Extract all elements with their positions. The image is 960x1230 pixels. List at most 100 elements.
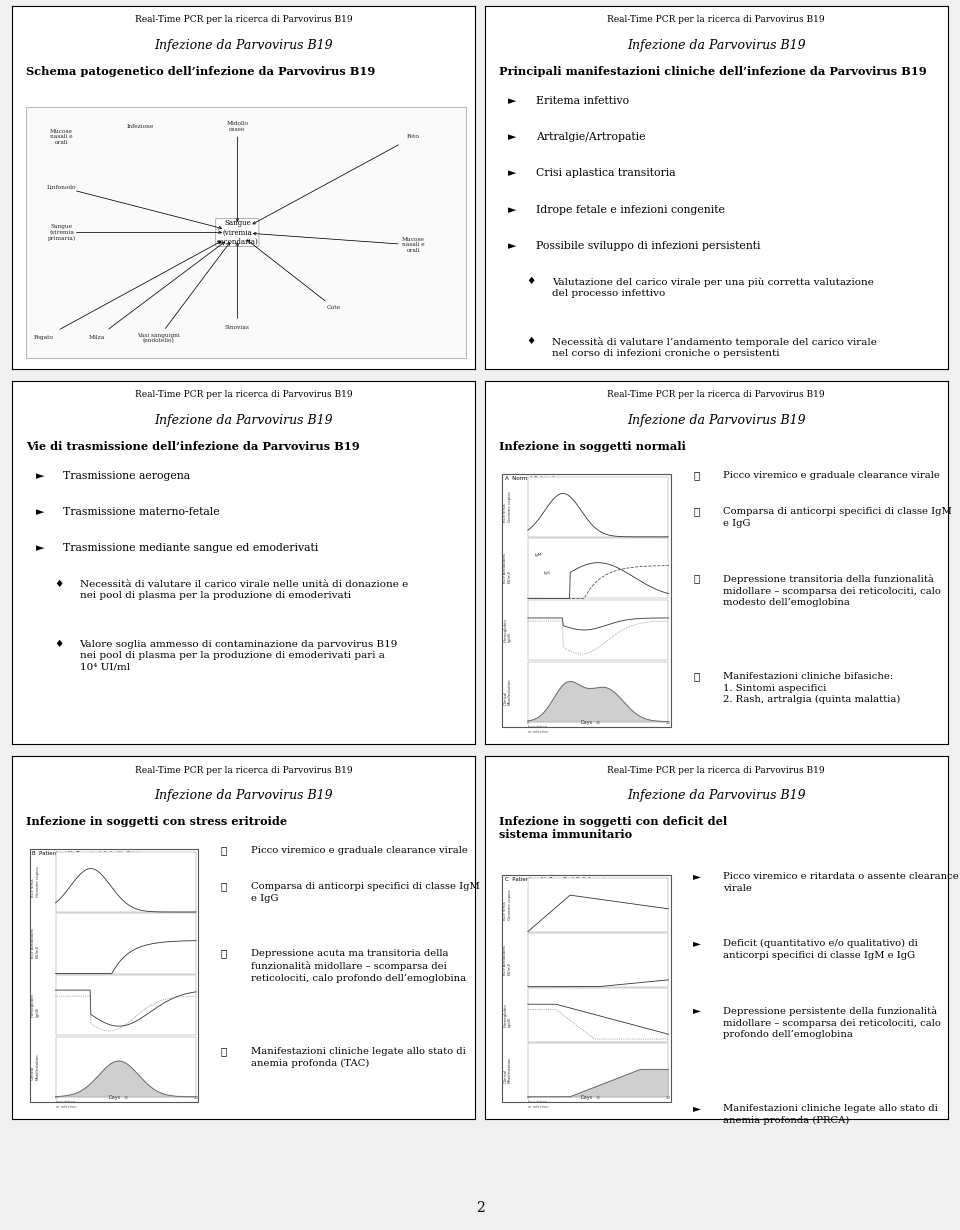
Text: IgM: IgM: [535, 554, 542, 557]
Text: Trasmissione materno-fetale: Trasmissione materno-fetale: [63, 507, 220, 517]
Text: Linfonodo: Linfonodo: [47, 184, 76, 189]
Text: Real-Time PCR per la ricerca di Parvovirus B19: Real-Time PCR per la ricerca di Parvovir…: [608, 390, 825, 400]
Bar: [528, 934, 668, 986]
Text: Mucose
nasali e
orali: Mucose nasali e orali: [401, 236, 424, 253]
Text: Days: Days: [108, 1096, 120, 1101]
Text: Crisi aplastica transitoria: Crisi aplastica transitoria: [536, 169, 675, 178]
Text: Feto: Feto: [407, 134, 420, 139]
Text: Inoculation
or infection: Inoculation or infection: [528, 1101, 548, 1109]
Text: Infezione da Parvovirus B19: Infezione da Parvovirus B19: [155, 39, 333, 52]
Text: Hemoglobin
(g/dl): Hemoglobin (g/dl): [31, 993, 39, 1017]
Text: ✓: ✓: [221, 1048, 227, 1057]
Text: Necessità di valutare l’andamento temporale del carico virale
nel corso di infez: Necessità di valutare l’andamento tempor…: [552, 337, 876, 358]
Text: Manifestazioni cliniche legate allo stato di
anemia profonda (PRCA): Manifestazioni cliniche legate allo stat…: [723, 1105, 938, 1125]
Text: Vie di trasmissione dell’infezione da Parvovirus B19: Vie di trasmissione dell’infezione da Pa…: [26, 442, 360, 453]
Text: Midollo
osseo: Midollo osseo: [227, 122, 249, 132]
Text: B19 Virus
Genome copies: B19 Virus Genome copies: [31, 867, 39, 897]
Text: Mucose
nasali e
orali: Mucose nasali e orali: [50, 128, 73, 145]
Text: ►: ►: [693, 872, 701, 881]
Text: ✓: ✓: [221, 846, 227, 855]
Bar: [502, 474, 671, 727]
Text: Real-Time PCR per la ricerca di Parvovirus B19: Real-Time PCR per la ricerca di Parvovir…: [135, 15, 352, 25]
Text: ✓: ✓: [693, 507, 699, 517]
Text: Comparsa di anticorpi specifici di classe IgM
e IgG: Comparsa di anticorpi specifici di class…: [723, 507, 952, 528]
Text: Trasmissione aerogena: Trasmissione aerogena: [63, 471, 190, 481]
Bar: [26, 107, 466, 358]
Text: Milza: Milza: [88, 336, 105, 341]
Text: 20: 20: [666, 1096, 671, 1100]
Text: B19 Antibodies
(IU/ml): B19 Antibodies (IU/ml): [31, 929, 39, 958]
Text: Infezione da Parvovirus B19: Infezione da Parvovirus B19: [627, 39, 805, 52]
Text: ✓: ✓: [221, 950, 227, 958]
Bar: [528, 662, 668, 722]
Text: Valutazione del carico virale per una più corretta valutazione
del processo infe: Valutazione del carico virale per una pi…: [552, 277, 874, 298]
Bar: [56, 1037, 196, 1097]
Text: Clinical
Manifestation: Clinical Manifestation: [503, 1057, 512, 1084]
Text: Inoculation
or infection: Inoculation or infection: [528, 726, 548, 734]
Text: Sinovias: Sinovias: [225, 326, 250, 331]
Text: 0: 0: [527, 1096, 529, 1100]
Text: ►: ►: [693, 940, 701, 948]
Text: 20: 20: [194, 1096, 199, 1100]
Text: A  Normal Subjects: A Normal Subjects: [505, 476, 557, 481]
Text: Picco viremico e ritardata o assente clearance
virale: Picco viremico e ritardata o assente cle…: [723, 872, 959, 893]
Text: B19 Virus
Genome copies: B19 Virus Genome copies: [503, 889, 512, 920]
Text: ✓: ✓: [693, 673, 699, 681]
Text: ►: ►: [36, 544, 44, 554]
Text: Idrope fetale e infezioni congenite: Idrope fetale e infezioni congenite: [536, 204, 725, 214]
Bar: [528, 988, 668, 1042]
Text: Infezione da Parvovirus B19: Infezione da Parvovirus B19: [155, 790, 333, 802]
Text: Schema patogenetico dell’infezione da Parvovirus B19: Schema patogenetico dell’infezione da Pa…: [26, 66, 375, 77]
Text: B19 Virus
Genome copies: B19 Virus Genome copies: [503, 492, 512, 522]
Bar: [528, 1043, 668, 1097]
Text: ►: ►: [508, 169, 516, 178]
Bar: [528, 477, 668, 536]
Bar: [30, 849, 199, 1102]
Text: Artralgie/Artropatie: Artralgie/Artropatie: [536, 132, 645, 141]
Bar: [502, 875, 671, 1102]
Text: Hemoglobin
(g/dl): Hemoglobin (g/dl): [503, 1002, 512, 1027]
Text: Infezione in soggetti normali: Infezione in soggetti normali: [498, 442, 685, 453]
Text: 0: 0: [527, 721, 529, 724]
Text: B19 Antibodies
(IU/ml): B19 Antibodies (IU/ml): [503, 945, 512, 974]
Text: ♦: ♦: [526, 277, 536, 287]
Text: ►: ►: [36, 471, 44, 481]
Text: Eritema infettivo: Eritema infettivo: [536, 96, 629, 106]
Text: 2: 2: [475, 1202, 485, 1215]
Text: Picco viremico e graduale clearance virale: Picco viremico e graduale clearance vira…: [251, 846, 468, 855]
Bar: [56, 852, 196, 911]
Text: ►: ►: [508, 204, 516, 214]
Bar: [56, 975, 196, 1036]
Text: Principali manifestazioni cliniche dell’infezione da Parvovirus B19: Principali manifestazioni cliniche dell’…: [498, 66, 926, 77]
Text: ♦: ♦: [526, 337, 536, 346]
Text: 10: 10: [595, 721, 601, 724]
Text: Clinical
Manifestation: Clinical Manifestation: [31, 1053, 39, 1080]
Text: ♦: ♦: [54, 579, 63, 589]
Text: Deficit (quantitativo e/o qualitativo) di
anticorpi specifici di classe IgM e Ig: Deficit (quantitativo e/o qualitativo) d…: [723, 940, 918, 959]
Text: ►: ►: [508, 132, 516, 141]
Text: ►: ►: [36, 507, 44, 517]
Polygon shape: [56, 1061, 196, 1097]
Text: Picco viremico e graduale clearance virale: Picco viremico e graduale clearance vira…: [723, 471, 940, 480]
Text: Clinical
Manifestation: Clinical Manifestation: [503, 678, 512, 705]
Bar: [528, 600, 668, 661]
Text: ►: ►: [693, 1006, 701, 1016]
Text: Infezione da Parvovirus B19: Infezione da Parvovirus B19: [627, 790, 805, 802]
Text: Real-Time PCR per la ricerca di Parvovirus B19: Real-Time PCR per la ricerca di Parvovir…: [608, 765, 825, 775]
Text: IgG: IgG: [544, 572, 551, 576]
Text: Infezione in soggetti con stress eritroide: Infezione in soggetti con stress eritroi…: [26, 817, 287, 828]
Text: ✓: ✓: [221, 882, 227, 892]
Text: 10: 10: [123, 1096, 129, 1100]
Text: ✓: ✓: [693, 574, 699, 583]
Bar: [56, 914, 196, 974]
Text: Comparsa di anticorpi specifici di classe IgM
e IgG: Comparsa di anticorpi specifici di class…: [251, 882, 480, 903]
Text: C  Patients with Pure Red-Cell Anemia: C Patients with Pure Red-Cell Anemia: [505, 877, 609, 882]
Bar: [528, 539, 668, 599]
Text: Infezione da Parvovirus B19: Infezione da Parvovirus B19: [155, 415, 333, 427]
Text: Sangue
(viremia
primaria): Sangue (viremia primaria): [47, 224, 76, 241]
Text: Cute: Cute: [327, 305, 341, 310]
Text: 0: 0: [55, 1096, 57, 1100]
Text: Necessità di valutare il carico virale nelle unità di donazione e
nei pool di pl: Necessità di valutare il carico virale n…: [80, 579, 408, 600]
Text: Real-Time PCR per la ricerca di Parvovirus B19: Real-Time PCR per la ricerca di Parvovir…: [135, 390, 352, 400]
Text: Infezione in soggetti con deficit del
sistema immunitario: Infezione in soggetti con deficit del si…: [498, 817, 727, 840]
